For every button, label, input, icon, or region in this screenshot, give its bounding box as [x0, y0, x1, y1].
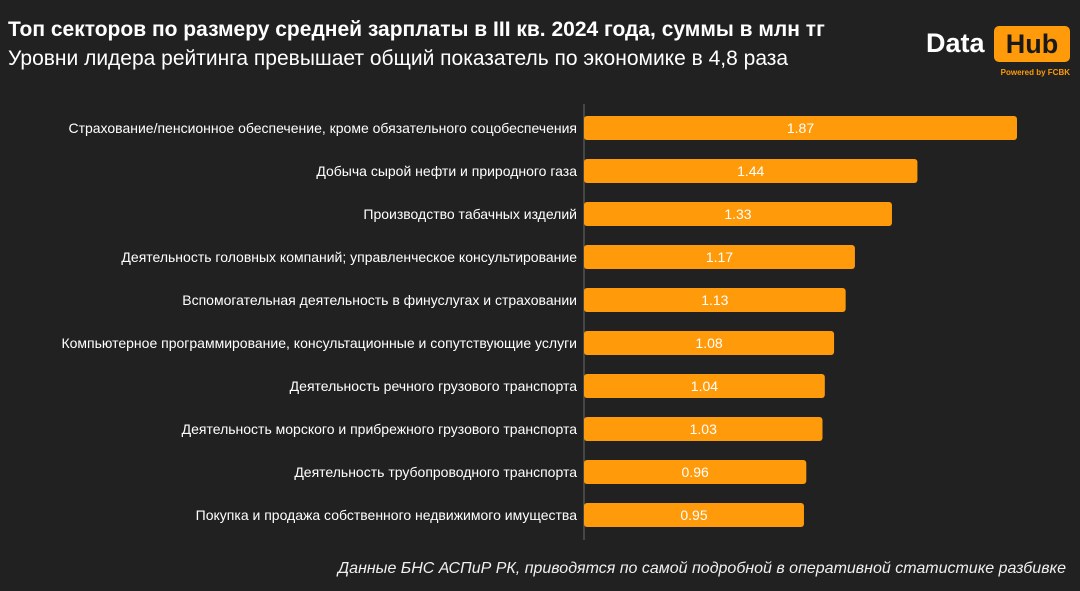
bar	[584, 374, 825, 398]
bar	[584, 331, 835, 355]
category-label: Страхование/пенсионное обеспечение, кром…	[68, 120, 577, 136]
category-label: Покупка и продажа собственного недвижимо…	[196, 507, 578, 523]
bar	[584, 116, 1017, 140]
bar	[584, 288, 846, 312]
datahub-logo: Data Hub Powered by FCBK	[926, 26, 1071, 82]
data-label: 1.17	[706, 249, 733, 265]
logo-hub-text: Hub	[994, 26, 1070, 62]
chart-subtitle: Уровни лидера рейтинга превышает общий п…	[8, 47, 789, 70]
category-label: Вспомогательная деятельность в финуслуга…	[182, 292, 577, 308]
data-label: 0.95	[680, 507, 707, 523]
data-label: 1.87	[787, 120, 814, 136]
bar	[584, 503, 804, 527]
data-label: 1.13	[701, 292, 728, 308]
category-label: Производство табачных изделий	[363, 206, 577, 222]
data-label: 1.03	[690, 421, 717, 437]
category-label: Добыча сырой нефти и природного газа	[316, 163, 577, 179]
bar	[584, 202, 892, 226]
bar	[584, 460, 807, 484]
category-label: Деятельность морского и прибрежного груз…	[182, 421, 578, 437]
bar	[584, 245, 855, 269]
category-label: Деятельность речного грузового транспорт…	[290, 378, 578, 394]
category-label: Деятельность головных компаний; управлен…	[121, 249, 577, 265]
bar	[584, 159, 918, 183]
bar	[584, 417, 823, 441]
source-note: Данные БНС АСПиР РК, приводятся по самой…	[337, 560, 1066, 577]
logo-data-text: Data	[926, 28, 985, 58]
data-label: 1.08	[695, 335, 722, 351]
category-label: Компьютерное программирование, консульта…	[61, 335, 577, 351]
data-label: 1.44	[737, 163, 764, 179]
data-label: 1.04	[691, 378, 718, 394]
data-label: 1.33	[724, 206, 751, 222]
logo-powered-text: Powered by FCBK	[1000, 68, 1070, 77]
category-label: Деятельность трубопроводного транспорта	[294, 464, 577, 480]
data-label: 0.96	[682, 464, 709, 480]
chart-title: Топ секторов по размеру средней зарплаты…	[8, 18, 825, 41]
